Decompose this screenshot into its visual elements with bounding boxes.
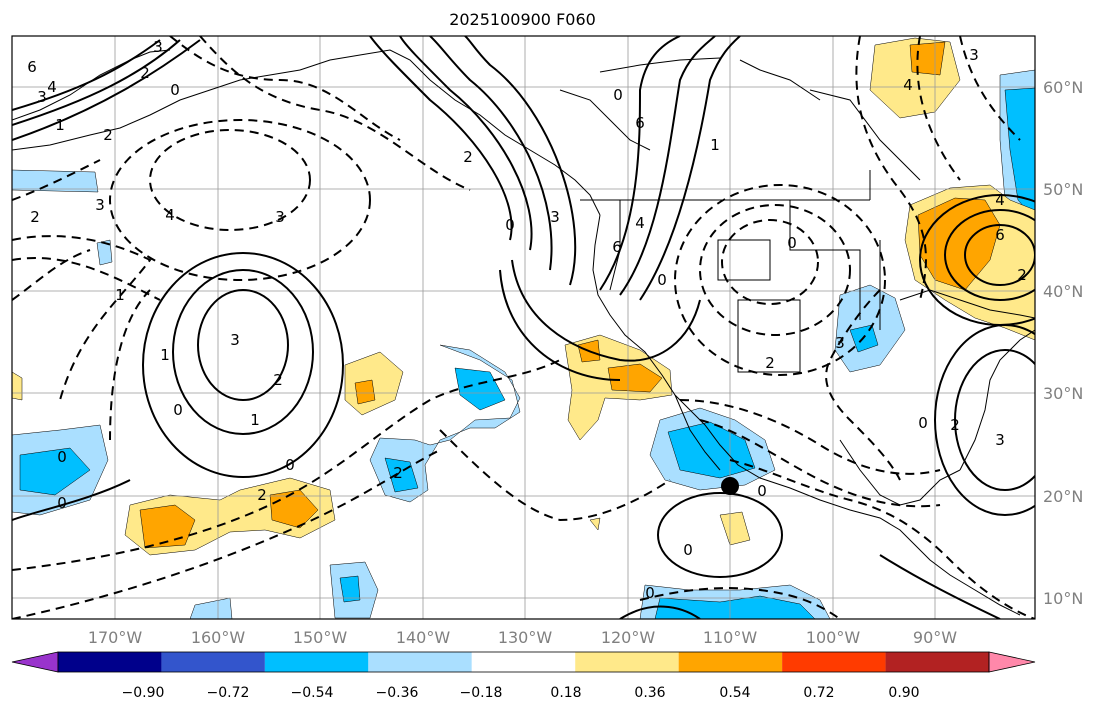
contour-label: 3	[95, 196, 105, 214]
contour-label: 2	[273, 371, 283, 389]
contour-label: 0	[170, 81, 180, 99]
colorbar-tick-label: −0.72	[207, 685, 250, 701]
lon-label: 100°W	[806, 628, 861, 647]
lon-label: 110°W	[703, 628, 758, 647]
contour-label: 4	[635, 214, 645, 232]
contour-label: 3	[995, 431, 1005, 449]
longitude-labels: 170°W 160°W 150°W 140°W 130°W 120°W 110°…	[88, 628, 957, 647]
contour-label: 0	[57, 494, 67, 512]
contour-label: 0	[645, 584, 655, 602]
contour-label: 2	[1017, 266, 1027, 284]
lon-label: 160°W	[191, 628, 246, 647]
negative-contours	[12, 36, 1035, 619]
contour-label: 0	[657, 271, 667, 289]
contour-label: 4	[995, 191, 1005, 209]
map-frame	[11, 35, 1036, 620]
colorbar-tick-label: 0.90	[888, 685, 919, 701]
colorbar-segment	[885, 652, 989, 672]
lon-label: 120°W	[601, 628, 656, 647]
colorbar-tick-label: 0.36	[634, 685, 665, 701]
colorbar	[11, 651, 1036, 673]
contour-label: 0	[613, 86, 623, 104]
contour-label: 0	[57, 448, 67, 466]
contour-label: 3	[969, 46, 979, 64]
lat-label: 30°N	[1043, 384, 1083, 403]
lon-label: 150°W	[293, 628, 348, 647]
contour-label: 2	[393, 464, 403, 482]
graticule	[12, 36, 1035, 619]
contour-label: 1	[250, 411, 260, 429]
colorbar-tick-label: 0.18	[550, 685, 581, 701]
contour-label: 0	[683, 541, 693, 559]
contour-label: 2	[30, 208, 40, 226]
contour-label: 0	[787, 234, 797, 252]
contour-label: 2	[950, 416, 960, 434]
colorbar-tick-label: −0.90	[122, 685, 165, 701]
lat-label: 10°N	[1043, 589, 1083, 608]
contour-label: 0	[505, 216, 515, 234]
contour-label: 0	[285, 456, 295, 474]
contour-label: 4	[903, 76, 913, 94]
contour-label: 2	[257, 486, 267, 504]
colorbar-frame	[57, 651, 990, 673]
contour-label: 2	[765, 354, 775, 372]
lat-label: 40°N	[1043, 282, 1083, 301]
lat-label: 20°N	[1043, 487, 1083, 506]
colorbar-extension-high	[988, 651, 1036, 673]
contour-label: 3	[550, 208, 560, 226]
map-title: 2025100900 F060	[449, 10, 596, 29]
contour-label: 6	[635, 114, 645, 132]
contour-label: 6	[27, 58, 37, 76]
contour-label: 1	[115, 286, 125, 304]
contour-label: 3	[275, 208, 285, 226]
colorbar-tick-label: 0.72	[803, 685, 834, 701]
contour-label: 0	[173, 401, 183, 419]
colorbar-extension-low	[11, 651, 59, 673]
contour-label: 6	[995, 226, 1005, 244]
colorbar-tick-label: −0.18	[460, 685, 503, 701]
lon-label: 130°W	[498, 628, 553, 647]
contour-label: 0	[757, 482, 767, 500]
lon-label: 90°W	[913, 628, 957, 647]
coastlines	[12, 49, 1035, 616]
lon-label: 140°W	[396, 628, 451, 647]
storm-center-marker	[721, 477, 739, 495]
contour-label: 3	[230, 331, 240, 349]
colorbar-segment	[161, 652, 265, 672]
colorbar-segment	[264, 652, 369, 672]
contour-label: 3	[153, 38, 163, 56]
colorbar-segment	[678, 652, 783, 672]
lat-label: 60°N	[1043, 78, 1083, 97]
contour-label: 2	[103, 126, 113, 144]
contour-label: 1	[710, 136, 720, 154]
contour-label: 0	[918, 414, 928, 432]
contour-label: 4	[47, 78, 57, 96]
contour-label: 2	[463, 148, 473, 166]
colorbar-segment	[368, 652, 472, 672]
colorbar-segment	[471, 652, 576, 672]
latitude-labels: 60°N 50°N 40°N 30°N 20°N 10°N	[1043, 78, 1083, 608]
colorbar-tick-labels: −0.90 −0.72 −0.54 −0.36 −0.18 0.18 0.36 …	[122, 685, 920, 701]
colorbar-tick-label: −0.36	[376, 685, 419, 701]
lat-label: 50°N	[1043, 180, 1083, 199]
colorbar-tick-label: 0.54	[719, 685, 750, 701]
colorbar-segment	[575, 652, 679, 672]
contour-label: 6	[612, 238, 622, 256]
lon-label: 170°W	[88, 628, 143, 647]
contour-label: 4	[165, 206, 175, 224]
contour-label: 1	[55, 116, 65, 134]
colorbar-tick-label: −0.54	[291, 685, 334, 701]
contour-label: 3	[835, 334, 845, 352]
colorbar-segment	[782, 652, 886, 672]
positive-contours	[12, 36, 1035, 619]
contour-label: 3	[37, 88, 47, 106]
contour-label: 2	[140, 64, 150, 82]
colorbar-segment	[58, 652, 162, 672]
contour-label: 1	[160, 346, 170, 364]
